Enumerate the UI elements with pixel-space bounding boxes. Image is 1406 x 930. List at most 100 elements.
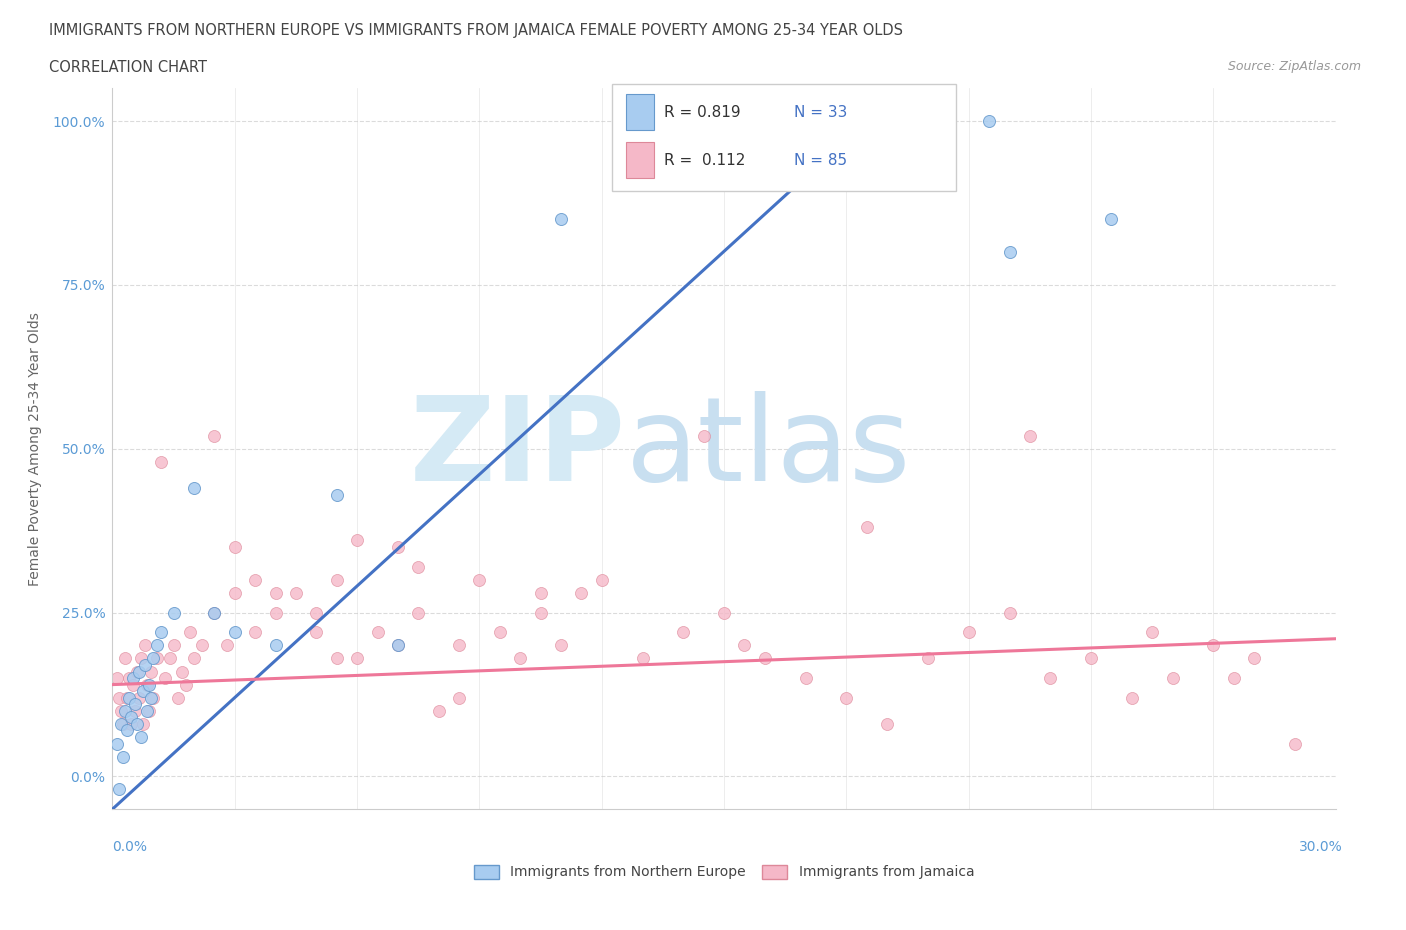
Point xyxy=(107,782,129,797)
Point xyxy=(917,651,939,666)
Point xyxy=(125,664,148,679)
Point xyxy=(346,533,368,548)
Point xyxy=(163,605,186,620)
Point xyxy=(427,703,450,718)
Point xyxy=(264,586,287,601)
Point xyxy=(1161,671,1184,685)
Text: atlas: atlas xyxy=(626,392,911,506)
Point xyxy=(326,572,349,587)
Point xyxy=(132,684,155,698)
Point xyxy=(264,638,287,653)
Point xyxy=(957,625,980,640)
Point xyxy=(408,605,430,620)
Point xyxy=(166,690,188,705)
Point xyxy=(150,625,173,640)
Point xyxy=(142,651,165,666)
Point xyxy=(305,625,328,640)
Point xyxy=(122,677,145,692)
Point xyxy=(794,113,817,128)
Point xyxy=(115,723,138,737)
Text: 0.0%: 0.0% xyxy=(112,840,148,854)
Point xyxy=(138,703,160,718)
Point xyxy=(529,586,551,601)
Point xyxy=(1142,625,1164,640)
Point xyxy=(170,664,193,679)
Point xyxy=(183,651,205,666)
Point xyxy=(998,245,1021,259)
Point xyxy=(387,539,409,554)
Point xyxy=(305,605,328,620)
Point xyxy=(163,638,186,653)
Point xyxy=(1080,651,1102,666)
Point xyxy=(146,638,169,653)
Point xyxy=(631,651,654,666)
Point xyxy=(447,638,470,653)
Point xyxy=(125,716,148,731)
Point xyxy=(204,605,226,620)
Point xyxy=(174,677,197,692)
Point xyxy=(326,651,349,666)
Point xyxy=(141,690,163,705)
Point xyxy=(110,703,132,718)
Point xyxy=(734,638,756,653)
Point xyxy=(1284,737,1306,751)
Point xyxy=(124,697,146,711)
Point xyxy=(550,212,572,227)
Point xyxy=(224,625,246,640)
Point xyxy=(754,651,776,666)
Point xyxy=(387,638,409,653)
Text: 30.0%: 30.0% xyxy=(1299,840,1343,854)
Point xyxy=(468,572,491,587)
Point xyxy=(591,572,613,587)
Point xyxy=(128,690,150,705)
Point xyxy=(1243,651,1265,666)
Text: Source: ZipAtlas.com: Source: ZipAtlas.com xyxy=(1227,60,1361,73)
Point xyxy=(979,113,1001,128)
Point xyxy=(326,487,349,502)
Point xyxy=(1039,671,1062,685)
Point xyxy=(129,729,152,744)
Point xyxy=(408,559,430,574)
Point xyxy=(120,716,142,731)
Point xyxy=(245,572,267,587)
Point xyxy=(122,671,145,685)
Text: R =  0.112: R = 0.112 xyxy=(664,153,745,167)
Point xyxy=(134,658,156,672)
Text: N = 33: N = 33 xyxy=(794,104,848,120)
Point xyxy=(1018,428,1040,443)
Point xyxy=(150,455,173,470)
Point xyxy=(141,664,163,679)
Point xyxy=(204,428,226,443)
Point xyxy=(835,690,858,705)
Point xyxy=(118,671,141,685)
Text: CORRELATION CHART: CORRELATION CHART xyxy=(49,60,207,75)
Point xyxy=(129,651,152,666)
Point xyxy=(114,651,136,666)
Point xyxy=(876,716,898,731)
Point xyxy=(245,625,267,640)
Point xyxy=(794,671,817,685)
Point xyxy=(1202,638,1225,653)
Point xyxy=(1121,690,1143,705)
Point xyxy=(550,638,572,653)
Point xyxy=(224,539,246,554)
Point xyxy=(713,605,735,620)
Point xyxy=(136,703,159,718)
Point xyxy=(120,710,142,724)
Point xyxy=(134,638,156,653)
Point xyxy=(529,605,551,620)
Point xyxy=(264,605,287,620)
Text: IMMIGRANTS FROM NORTHERN EUROPE VS IMMIGRANTS FROM JAMAICA FEMALE POVERTY AMONG : IMMIGRANTS FROM NORTHERN EUROPE VS IMMIG… xyxy=(49,23,903,38)
Point xyxy=(155,671,177,685)
Point xyxy=(509,651,531,666)
Point xyxy=(183,481,205,496)
Text: ZIP: ZIP xyxy=(411,392,626,506)
Point xyxy=(366,625,388,640)
Point xyxy=(115,690,138,705)
Point xyxy=(998,605,1021,620)
Point xyxy=(1099,212,1122,227)
Text: R = 0.819: R = 0.819 xyxy=(664,104,740,120)
Point xyxy=(105,737,128,751)
Point xyxy=(387,638,409,653)
Point xyxy=(159,651,181,666)
